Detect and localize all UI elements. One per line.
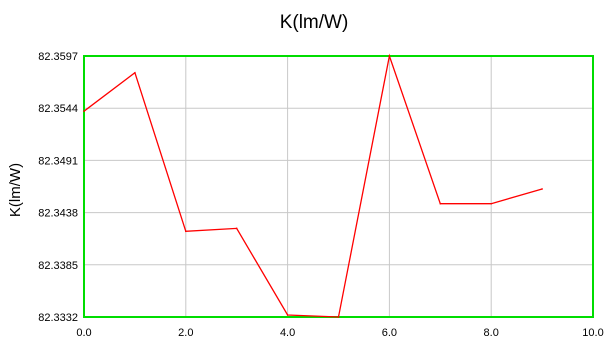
y-tick-label: 82.3438 <box>38 208 78 220</box>
x-axis-ticks: 0.0 2.0 4.0 6.0 8.0 10.0 <box>76 327 603 339</box>
data-point <box>388 55 391 57</box>
data-point <box>134 71 136 74</box>
y-axis-label: K(lm/W) <box>7 163 24 217</box>
data-point <box>439 202 442 205</box>
data-point <box>490 202 493 205</box>
y-tick-label: 82.3544 <box>38 103 78 115</box>
x-tick-label: 0.0 <box>76 327 91 339</box>
series-line <box>83 53 543 318</box>
y-axis-ticks: 82.3332 82.3385 82.3438 82.3491 82.3544 82.35… <box>38 51 78 324</box>
y-tick-label: 82.3385 <box>38 260 78 272</box>
data-point <box>337 316 340 318</box>
x-tick-label: 2.0 <box>178 327 193 339</box>
data-point <box>286 314 289 316</box>
series-layer <box>83 53 543 318</box>
x-tick-label: 10.0 <box>582 327 603 339</box>
data-point <box>541 188 543 190</box>
grid <box>84 56 593 317</box>
y-tick-label: 82.3332 <box>38 312 78 324</box>
data-point <box>235 227 238 230</box>
data-point <box>83 110 85 112</box>
x-tick-label: 8.0 <box>484 327 499 339</box>
y-tick-label: 82.3597 <box>38 51 78 63</box>
x-tick-label: 6.0 <box>382 327 397 339</box>
data-point <box>185 230 187 233</box>
plot-frame <box>83 55 594 318</box>
y-tick-label: 82.3491 <box>38 155 78 167</box>
chart-title: K(lm/W) <box>280 12 349 33</box>
x-tick-label: 4.0 <box>280 327 295 339</box>
